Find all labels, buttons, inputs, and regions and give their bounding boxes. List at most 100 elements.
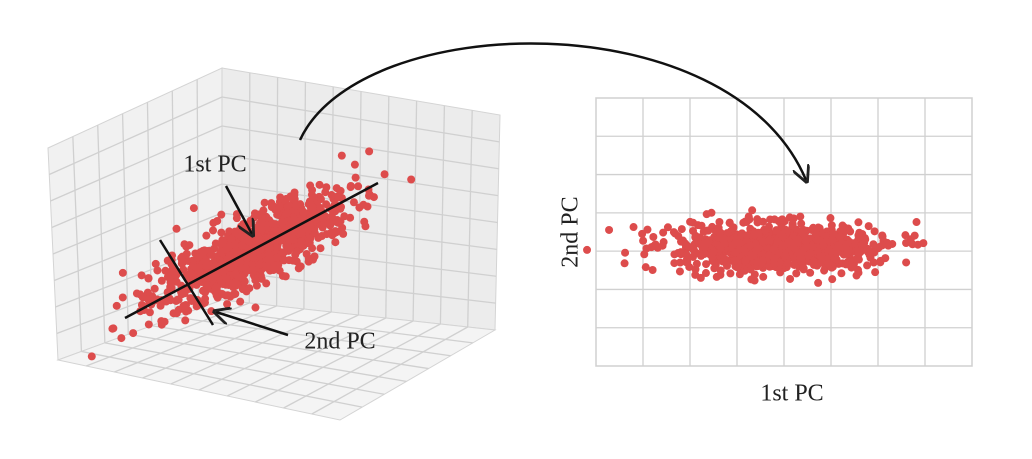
scatter-dot bbox=[677, 225, 686, 234]
scatter-dot bbox=[902, 258, 911, 267]
scatter-dot bbox=[781, 251, 790, 260]
scatter-dot bbox=[257, 225, 266, 234]
scatter-dot bbox=[273, 253, 282, 262]
scatter-dot bbox=[293, 247, 302, 256]
scatter-dot bbox=[137, 271, 146, 280]
scatter-dot bbox=[238, 241, 247, 250]
scatter-dot bbox=[218, 290, 227, 299]
scatter-dot bbox=[156, 301, 165, 310]
box-grid-line bbox=[114, 305, 277, 373]
scatter-points bbox=[87, 147, 928, 361]
scatter-dot bbox=[790, 239, 799, 248]
scatter-dot bbox=[283, 242, 292, 251]
scatter-dot bbox=[150, 284, 159, 293]
scatter-dot bbox=[289, 256, 298, 265]
second-pc-pointer bbox=[216, 312, 289, 337]
scatter-dot bbox=[770, 254, 779, 263]
scatter-dot bbox=[786, 274, 795, 283]
scatter-dot bbox=[211, 283, 220, 292]
scatter-dot bbox=[87, 352, 96, 361]
scatter-dot bbox=[871, 268, 880, 277]
scatter-dot bbox=[605, 225, 614, 234]
scatter-dot bbox=[745, 215, 754, 224]
scatter-dot bbox=[669, 228, 678, 237]
scatter-dot bbox=[267, 254, 276, 263]
scatter-dot bbox=[222, 274, 231, 283]
scatter-dot bbox=[251, 276, 260, 285]
scatter-dot bbox=[716, 242, 725, 251]
scatter-dot bbox=[251, 303, 260, 312]
scatter-dot bbox=[306, 181, 315, 190]
scatter-dot bbox=[812, 230, 821, 239]
scatter-dot bbox=[118, 268, 127, 277]
scatter-dot bbox=[643, 225, 652, 234]
scatter-dot bbox=[339, 229, 348, 238]
scatter-dot bbox=[806, 268, 815, 277]
scatter-dot bbox=[670, 259, 679, 268]
scatter-dot bbox=[199, 247, 208, 256]
scatter-dot bbox=[236, 258, 245, 267]
scatter-dot bbox=[799, 264, 808, 273]
scatter-dot bbox=[118, 293, 127, 302]
scatter-dot bbox=[327, 228, 336, 237]
scatter-dot bbox=[241, 264, 250, 273]
scatter-dot bbox=[700, 250, 709, 259]
box-grid-line bbox=[221, 183, 498, 224]
box-grid-line bbox=[221, 96, 500, 143]
scatter-dot bbox=[715, 227, 724, 236]
box-grid-line bbox=[221, 270, 496, 304]
scatter-dot bbox=[207, 250, 216, 259]
scatter-dot bbox=[824, 245, 833, 254]
scatter-dot bbox=[407, 175, 416, 184]
scatter-dot bbox=[827, 221, 836, 230]
scatter-dot bbox=[215, 268, 224, 277]
scatter-dot bbox=[365, 147, 374, 156]
scatter-dot bbox=[826, 214, 835, 223]
box-grid-line bbox=[255, 320, 414, 403]
box-grid-line bbox=[226, 317, 387, 397]
scatter-dot bbox=[327, 212, 336, 221]
scatter-dot bbox=[229, 290, 238, 299]
scatter-dot bbox=[157, 276, 166, 285]
scatter-dot bbox=[801, 237, 810, 246]
scatter-dot bbox=[231, 269, 240, 278]
scatter-dot bbox=[746, 265, 755, 274]
scatter-dot bbox=[187, 296, 196, 305]
scatter-dot bbox=[162, 297, 171, 306]
scatter-dot bbox=[349, 198, 358, 207]
transform-arrow bbox=[298, 42, 806, 180]
scatter-dot bbox=[794, 249, 803, 258]
scatter-dot bbox=[808, 242, 817, 251]
scatter-dot bbox=[277, 218, 286, 227]
box-grid-line bbox=[311, 326, 469, 415]
scatter-dot bbox=[820, 266, 829, 275]
scatter-dot bbox=[209, 226, 218, 235]
scatter-dot bbox=[785, 213, 794, 222]
scatter-dot bbox=[913, 240, 922, 249]
scatter-dot bbox=[854, 218, 863, 227]
scatter-dot bbox=[809, 223, 818, 232]
scatter-dot bbox=[726, 269, 735, 278]
scatter-dot bbox=[804, 251, 813, 260]
scatter-dot bbox=[689, 218, 698, 227]
scatter-dot bbox=[676, 258, 685, 267]
scatter-dot bbox=[138, 293, 147, 302]
scatter-dot bbox=[242, 287, 251, 296]
scatter-dot bbox=[709, 247, 718, 256]
scatter-dot bbox=[223, 300, 232, 309]
scatter-dot bbox=[699, 227, 708, 236]
scatter-dot bbox=[638, 229, 647, 238]
scatter-dot bbox=[180, 289, 189, 298]
scatter-dot bbox=[365, 190, 374, 199]
scatter-dot bbox=[227, 234, 236, 243]
scatter-dot bbox=[707, 208, 716, 217]
scatter-dot bbox=[337, 151, 346, 160]
scatter-dot bbox=[217, 228, 226, 237]
scatter-dot bbox=[153, 266, 162, 275]
scatter-dot bbox=[837, 269, 846, 278]
scatter-dot bbox=[221, 245, 230, 254]
scatter-dot bbox=[772, 226, 781, 235]
scatter-dot bbox=[132, 289, 141, 298]
scatter-dot bbox=[321, 188, 330, 197]
box-grid-line bbox=[221, 125, 499, 170]
